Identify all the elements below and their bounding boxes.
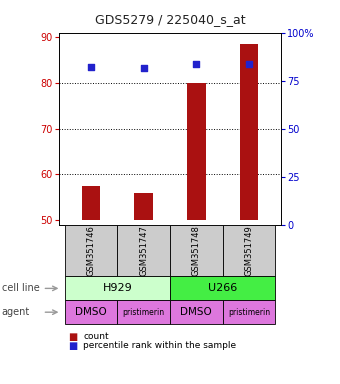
Text: ■: ■ — [68, 341, 78, 351]
Point — [141, 65, 147, 71]
Text: GSM351748: GSM351748 — [192, 225, 201, 276]
Text: U266: U266 — [208, 283, 237, 293]
Text: DMSO: DMSO — [181, 307, 212, 317]
Text: agent: agent — [2, 307, 30, 317]
Text: GSM351749: GSM351749 — [244, 225, 253, 276]
Text: percentile rank within the sample: percentile rank within the sample — [83, 341, 237, 351]
Text: GDS5279 / 225040_s_at: GDS5279 / 225040_s_at — [95, 13, 245, 26]
Bar — [82, 186, 100, 220]
Text: pristimerin: pristimerin — [123, 308, 165, 317]
Point — [193, 61, 199, 68]
Text: count: count — [83, 332, 109, 341]
Text: cell line: cell line — [2, 283, 39, 293]
Bar — [187, 83, 205, 220]
Text: H929: H929 — [102, 283, 132, 293]
Point — [246, 61, 252, 68]
Bar — [240, 44, 258, 220]
Text: ■: ■ — [68, 332, 78, 342]
Point — [88, 64, 94, 70]
Text: pristimerin: pristimerin — [228, 308, 270, 317]
Bar — [135, 193, 153, 220]
Text: DMSO: DMSO — [75, 307, 107, 317]
Text: GSM351747: GSM351747 — [139, 225, 148, 276]
Text: GSM351746: GSM351746 — [87, 225, 96, 276]
